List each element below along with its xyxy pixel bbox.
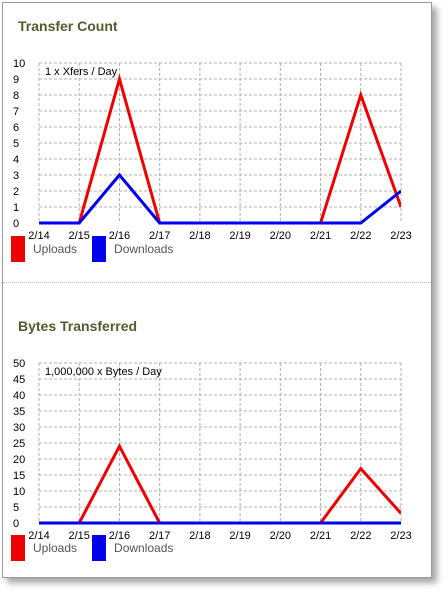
- downloads-swatch: [92, 535, 107, 561]
- legend-label-uploads: Uploads: [33, 541, 78, 555]
- x-tick-label: 2/15: [69, 230, 90, 242]
- stats-panel: Transfer Count 0 1 2 3 4 5 6 7 8 9 10 2/14 2/15 2/16 2…: [2, 2, 432, 578]
- unit-label: 1 x Xfers / Day: [45, 66, 118, 78]
- y-tick-label: 4: [13, 154, 19, 166]
- legend-item-downloads[interactable]: Downloads: [92, 535, 173, 561]
- x-tick-label: 2/23: [390, 230, 411, 242]
- x-tick-label: 2/16: [109, 230, 130, 242]
- x-tick-label: 2/21: [310, 230, 331, 242]
- legend-item-downloads[interactable]: Downloads: [92, 236, 173, 262]
- transfer-count-chart: 0 1 2 3 4 5 6 7 8 9 10 2/14 2/15 2/16 2/17 2/18 2/19 2/20…: [13, 58, 412, 242]
- y-tick-label: 5: [13, 502, 19, 514]
- unit-label: 1,000,000 x Bytes / Day: [45, 366, 162, 378]
- y-tick-label: 5: [13, 138, 19, 150]
- y-tick-label: 3: [13, 170, 19, 182]
- y-tick-label: 35: [13, 406, 25, 418]
- x-tick-label: 2/20: [270, 230, 291, 242]
- y-tick-label: 15: [13, 470, 25, 482]
- y-tick-label: 9: [13, 74, 19, 86]
- x-tick-label: 2/16: [109, 530, 130, 542]
- x-tick-label: 2/22: [350, 530, 371, 542]
- x-tick-label: 2/23: [390, 530, 411, 542]
- section-title-transfer-count: Transfer Count: [18, 18, 118, 34]
- uploads-swatch: [11, 535, 25, 561]
- bytes-transferred-legend: Uploads Downloads: [11, 535, 188, 561]
- series-line-uploads: [39, 442, 401, 525]
- transfer-count-legend: Uploads Downloads: [11, 236, 188, 262]
- x-tick-label: 2/21: [310, 530, 331, 542]
- x-tick-label: 2/19: [229, 230, 250, 242]
- y-tick-label: 45: [13, 374, 25, 386]
- downloads-swatch: [92, 236, 107, 262]
- y-tick-label: 0: [13, 218, 19, 230]
- legend-label-uploads: Uploads: [33, 242, 78, 256]
- y-tick-label: 10: [13, 58, 25, 70]
- x-tick-label: 2/19: [229, 530, 250, 542]
- y-tick-label: 20: [13, 454, 25, 466]
- x-tick-label: 2/18: [189, 530, 210, 542]
- y-tick-label: 6: [13, 122, 19, 134]
- y-tick-label: 2: [13, 186, 19, 198]
- y-tick-label: 50: [13, 358, 25, 370]
- bytes-transferred-chart: 0 5 10 15 20 25 30 35 40 45 50 2/14 2/15 2/16 2/17 2/18…: [13, 358, 412, 542]
- y-tick-label: 7: [13, 106, 19, 118]
- legend-item-uploads[interactable]: Uploads: [11, 535, 77, 561]
- x-tick-label: 2/22: [350, 230, 371, 242]
- y-tick-label: 8: [13, 90, 19, 102]
- section-title-bytes-transferred: Bytes Transferred: [18, 318, 138, 334]
- series-line-downloads: [39, 172, 401, 225]
- x-tick-label: 2/17: [149, 530, 170, 542]
- series-line-uploads: [39, 73, 401, 225]
- section-divider: [3, 282, 431, 283]
- y-tick-label: 10: [13, 486, 25, 498]
- x-tick-label: 2/15: [69, 530, 90, 542]
- y-tick-label: 0: [13, 518, 19, 530]
- y-tick-label: 40: [13, 390, 25, 402]
- x-tick-label: 2/18: [189, 230, 210, 242]
- x-tick-label: 2/17: [149, 230, 170, 242]
- x-tick-label: 2/14: [28, 530, 49, 542]
- legend-label-downloads: Downloads: [114, 541, 174, 555]
- legend-item-uploads[interactable]: Uploads: [11, 236, 77, 262]
- uploads-swatch: [11, 236, 25, 262]
- x-tick-label: 2/14: [28, 230, 49, 242]
- x-tick-label: 2/20: [270, 530, 291, 542]
- y-tick-label: 1: [13, 202, 19, 214]
- y-tick-label: 25: [13, 438, 25, 450]
- legend-label-downloads: Downloads: [114, 242, 174, 256]
- y-tick-label: 30: [13, 422, 25, 434]
